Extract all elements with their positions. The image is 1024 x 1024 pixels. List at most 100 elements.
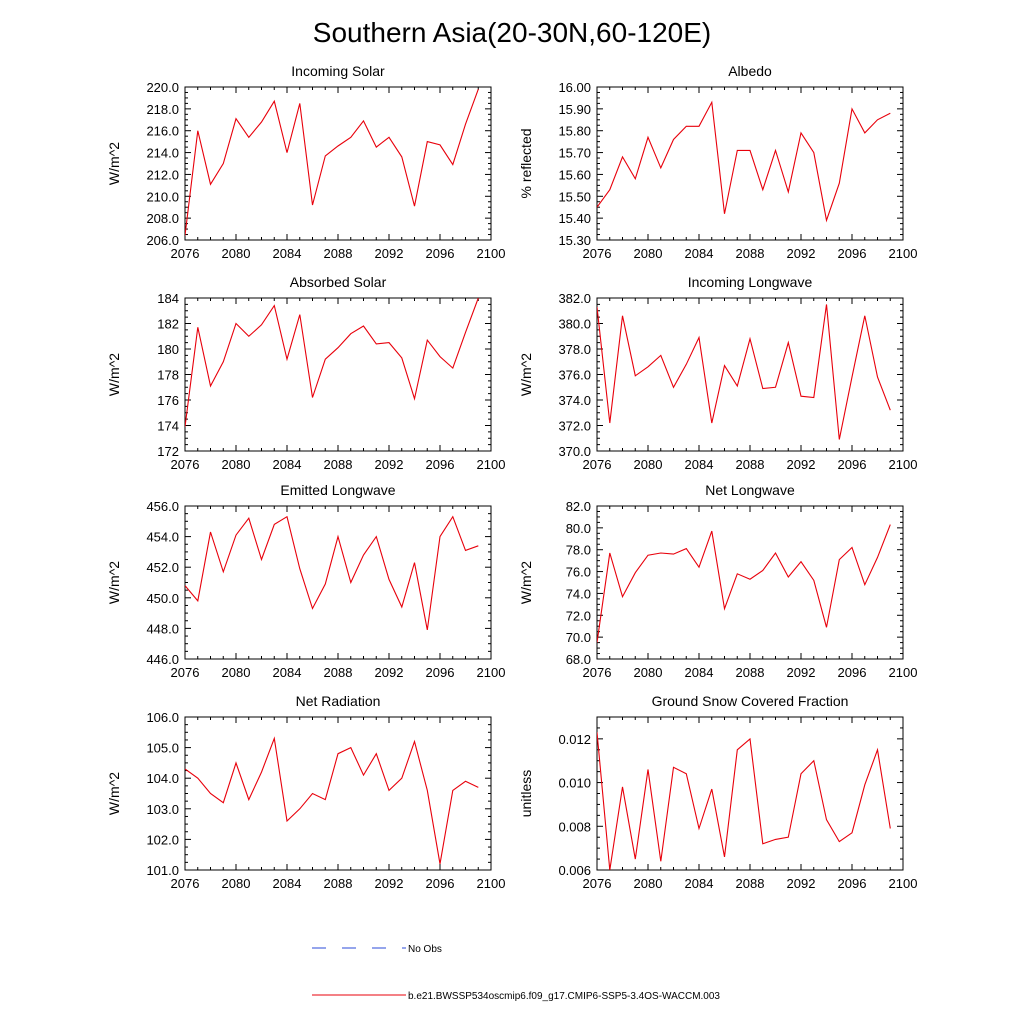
series-line-ground-snow-covered-fraction xyxy=(597,732,891,870)
x-tick-label-emitted-longwave: 2100 xyxy=(477,665,506,680)
x-tick-label-net-radiation: 2084 xyxy=(273,876,302,891)
x-tick-label-ground-snow-covered-fraction: 2100 xyxy=(889,876,918,891)
y-tick-label-ground-snow-covered-fraction: 0.010 xyxy=(558,776,591,791)
y-tick-label-incoming-solar: 210.0 xyxy=(146,189,179,204)
x-tick-label-emitted-longwave: 2076 xyxy=(171,665,200,680)
y-tick-label-net-longwave: 74.0 xyxy=(566,586,591,601)
x-tick-label-net-longwave: 2096 xyxy=(838,665,867,680)
plot-frame-albedo xyxy=(596,86,904,241)
x-tick-label-net-radiation: 2096 xyxy=(426,876,455,891)
y-tick-label-incoming-solar: 218.0 xyxy=(146,102,179,117)
x-tick-label-net-longwave: 2080 xyxy=(634,665,663,680)
y-tick-label-incoming-longwave: 382.0 xyxy=(558,291,591,306)
x-tick-label-absorbed-solar: 2096 xyxy=(426,457,455,472)
x-tick-label-net-radiation: 2080 xyxy=(222,876,251,891)
panel-incoming-solar: Incoming Solar W/m^2 2076 2080 2084 2088 2092 2… xyxy=(106,63,505,261)
x-tick-label-net-radiation: 2100 xyxy=(477,876,506,891)
y-tick-label-emitted-longwave: 456.0 xyxy=(146,499,179,514)
x-tick-label-absorbed-solar: 2080 xyxy=(222,457,251,472)
x-tick-label-absorbed-solar: 2084 xyxy=(273,457,302,472)
plot-frame-incoming-solar xyxy=(184,86,492,241)
y-tick-label-albedo: 15.30 xyxy=(558,233,591,248)
panel-title-net-radiation: Net Radiation xyxy=(296,693,381,709)
y-tick-label-absorbed-solar: 172 xyxy=(157,444,179,459)
series-line-albedo xyxy=(597,100,891,223)
y-axis-label-emitted-longwave: W/m^2 xyxy=(106,561,122,604)
legend: No Obs b.e21.BWSSP534oscmip6.f09_g17.CMI… xyxy=(312,944,720,1002)
x-tick-label-incoming-solar: 2080 xyxy=(222,246,251,261)
y-tick-label-emitted-longwave: 450.0 xyxy=(146,591,179,606)
x-tick-label-emitted-longwave: 2096 xyxy=(426,665,455,680)
x-tick-label-ground-snow-covered-fraction: 2092 xyxy=(787,876,816,891)
panel-emitted-longwave: Emitted Longwave W/m^2 2076 2080 2084 2088 209… xyxy=(106,482,505,680)
x-tick-label-emitted-longwave: 2084 xyxy=(273,665,302,680)
x-tick-label-ground-snow-covered-fraction: 2096 xyxy=(838,876,867,891)
y-axis-label-incoming-longwave: W/m^2 xyxy=(518,353,534,396)
plot-frame-incoming-longwave xyxy=(596,297,904,452)
x-tick-label-net-radiation: 2088 xyxy=(324,876,353,891)
x-tick-label-net-longwave: 2084 xyxy=(685,665,714,680)
y-tick-label-net-radiation: 104.0 xyxy=(146,771,179,786)
y-tick-label-incoming-solar: 216.0 xyxy=(146,124,179,139)
y-axis-label-net-radiation: W/m^2 xyxy=(106,772,122,815)
x-tick-label-absorbed-solar: 2088 xyxy=(324,457,353,472)
y-tick-label-albedo: 15.60 xyxy=(558,167,591,182)
y-tick-label-absorbed-solar: 180 xyxy=(157,342,179,357)
y-tick-label-albedo: 15.50 xyxy=(558,189,591,204)
y-tick-label-albedo: 15.40 xyxy=(558,211,591,226)
panel-title-incoming-solar: Incoming Solar xyxy=(291,63,385,79)
panel-title-net-longwave: Net Longwave xyxy=(705,482,795,498)
y-tick-label-net-radiation: 105.0 xyxy=(146,741,179,756)
plot-frame-net-longwave xyxy=(596,505,904,660)
y-tick-label-incoming-solar: 220.0 xyxy=(146,80,179,95)
x-tick-label-absorbed-solar: 2076 xyxy=(171,457,200,472)
y-tick-label-net-radiation: 101.0 xyxy=(146,863,179,878)
x-tick-label-emitted-longwave: 2088 xyxy=(324,665,353,680)
y-tick-label-albedo: 15.70 xyxy=(558,146,591,161)
y-axis-label-incoming-solar: W/m^2 xyxy=(106,142,122,185)
y-tick-label-incoming-longwave: 380.0 xyxy=(558,317,591,332)
figure-title: Southern Asia(20-30N,60-120E) xyxy=(313,17,711,48)
y-tick-label-emitted-longwave: 446.0 xyxy=(146,652,179,667)
y-tick-label-net-longwave: 70.0 xyxy=(566,630,591,645)
y-tick-label-net-radiation: 103.0 xyxy=(146,802,179,817)
x-tick-label-incoming-longwave: 2100 xyxy=(889,457,918,472)
x-tick-label-absorbed-solar: 2092 xyxy=(375,457,404,472)
x-tick-label-ground-snow-covered-fraction: 2084 xyxy=(685,876,714,891)
y-tick-label-incoming-longwave: 376.0 xyxy=(558,368,591,383)
y-tick-label-absorbed-solar: 182 xyxy=(157,317,179,332)
x-tick-label-net-radiation: 2076 xyxy=(171,876,200,891)
y-tick-label-absorbed-solar: 184 xyxy=(157,291,179,306)
x-tick-label-net-longwave: 2100 xyxy=(889,665,918,680)
y-tick-label-incoming-solar: 212.0 xyxy=(146,167,179,182)
y-tick-label-incoming-solar: 208.0 xyxy=(146,211,179,226)
x-tick-label-ground-snow-covered-fraction: 2088 xyxy=(736,876,765,891)
y-tick-label-absorbed-solar: 174 xyxy=(157,419,179,434)
y-tick-label-net-radiation: 102.0 xyxy=(146,832,179,847)
x-tick-label-incoming-solar: 2092 xyxy=(375,246,404,261)
y-tick-label-incoming-longwave: 374.0 xyxy=(558,393,591,408)
y-tick-label-incoming-solar: 206.0 xyxy=(146,233,179,248)
x-tick-label-incoming-longwave: 2092 xyxy=(787,457,816,472)
x-tick-label-albedo: 2084 xyxy=(685,246,714,261)
x-tick-label-net-longwave: 2092 xyxy=(787,665,816,680)
panel-title-albedo: Albedo xyxy=(728,63,772,79)
y-tick-label-emitted-longwave: 452.0 xyxy=(146,560,179,575)
panel-albedo: Albedo % reflected 2076 2080 2084 2088 2092 209… xyxy=(518,63,917,261)
panel-title-emitted-longwave: Emitted Longwave xyxy=(280,482,395,498)
x-tick-label-albedo: 2092 xyxy=(787,246,816,261)
x-tick-label-incoming-solar: 2100 xyxy=(477,246,506,261)
x-tick-label-incoming-solar: 2084 xyxy=(273,246,302,261)
series-line-net-radiation xyxy=(185,736,479,864)
series-line-incoming-solar xyxy=(185,89,479,236)
y-tick-label-net-longwave: 80.0 xyxy=(566,521,591,536)
y-axis-label-absorbed-solar: W/m^2 xyxy=(106,353,122,396)
x-tick-label-incoming-longwave: 2080 xyxy=(634,457,663,472)
x-tick-label-emitted-longwave: 2080 xyxy=(222,665,251,680)
series-line-incoming-longwave xyxy=(597,304,891,440)
y-tick-label-albedo: 16.00 xyxy=(558,80,591,95)
y-tick-label-absorbed-solar: 176 xyxy=(157,393,179,408)
x-tick-label-incoming-solar: 2076 xyxy=(171,246,200,261)
y-tick-label-albedo: 15.90 xyxy=(558,102,591,117)
x-tick-label-incoming-longwave: 2076 xyxy=(583,457,612,472)
